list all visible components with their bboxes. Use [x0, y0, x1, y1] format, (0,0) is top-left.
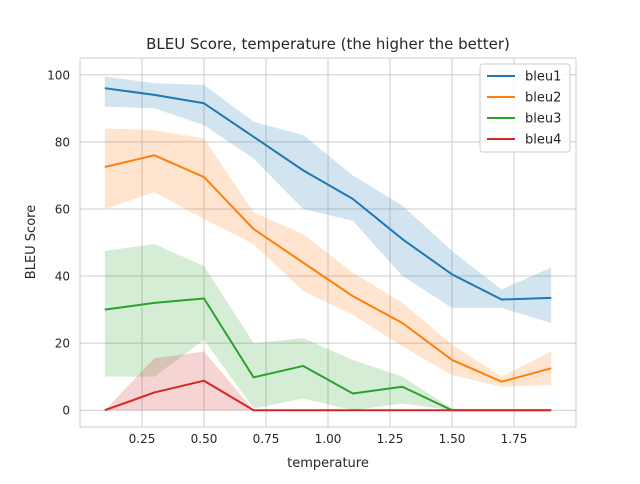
legend-label-bleu1: bleu1: [525, 70, 561, 85]
y-tick-label: 60: [55, 202, 70, 216]
legend: bleu1 bleu2 bleu3 bleu4: [479, 63, 571, 153]
x-tick-label: 0.75: [253, 432, 280, 446]
band-bleu4: [104, 351, 552, 411]
x-tick-label: 1.50: [439, 432, 466, 446]
series-lines: [104, 87, 552, 412]
y-axis-label: BLEU Score: [24, 205, 39, 279]
legend-label-bleu3: bleu3: [525, 112, 561, 127]
confidence-bands: [104, 76, 552, 411]
x-axis-ticks: 0.25 0.50 0.75 1.00 1.25 1.50 1.75: [129, 432, 528, 446]
y-tick-label: 20: [55, 337, 70, 351]
y-tick-label: 80: [55, 135, 70, 149]
x-tick-label: 1.00: [315, 432, 342, 446]
x-tick-label: 1.25: [377, 432, 404, 446]
legend-label-bleu4: bleu4: [525, 133, 561, 148]
x-tick-label: 0.50: [191, 432, 218, 446]
line-bleu1: [104, 87, 552, 301]
y-tick-label: 40: [55, 270, 70, 284]
line-bleu2: [104, 154, 552, 383]
band-bleu1: [104, 76, 552, 324]
legend-box: [479, 63, 571, 153]
line-bleu4: [104, 379, 552, 412]
y-axis-ticks: 0 20 40 60 80 100: [47, 68, 70, 417]
x-tick-label: 1.75: [501, 432, 528, 446]
legend-label-bleu2: bleu2: [525, 91, 561, 106]
band-bleu3: [104, 244, 552, 411]
chart-title: BLEU Score, temperature (the higher the …: [146, 35, 510, 53]
x-axis-label: temperature: [287, 456, 369, 471]
y-tick-label: 0: [62, 404, 70, 418]
x-tick-label: 0.25: [129, 432, 156, 446]
y-tick-label: 100: [47, 68, 70, 82]
band-bleu2: [104, 128, 552, 387]
